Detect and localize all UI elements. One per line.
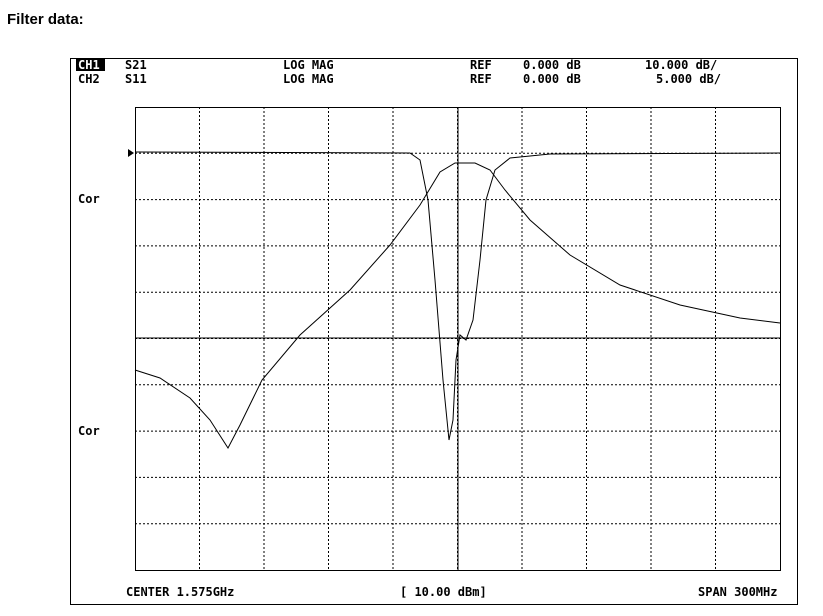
channel: CH2 [78, 72, 100, 86]
ref: 0.000 dB [523, 58, 581, 72]
ref-marker [128, 149, 134, 157]
side-label: Cor [78, 192, 100, 206]
page-title: Filter data: [7, 11, 84, 28]
param: S11 [125, 72, 147, 86]
scale: 10.000 dB/ [645, 58, 717, 72]
ref-label: REF [470, 72, 492, 86]
ref: 0.000 dB [523, 72, 581, 86]
channel: CH1 [78, 58, 100, 72]
format: LOG MAG [283, 58, 334, 72]
channel-highlight [76, 59, 105, 71]
format: LOG MAG [283, 72, 334, 86]
s21-trace [134, 162, 781, 449]
s11-trace [134, 151, 781, 441]
param: S21 [125, 58, 147, 72]
ref-label: REF [470, 58, 492, 72]
footer-center: CENTER 1.575GHz [126, 585, 234, 599]
display-frame [70, 58, 798, 605]
footer-power: [ 10.00 dBm] [400, 585, 487, 599]
scale: 5.000 dB/ [656, 72, 721, 86]
side-label: Cor [78, 424, 100, 438]
footer-span: SPAN 300MHz [698, 585, 777, 599]
